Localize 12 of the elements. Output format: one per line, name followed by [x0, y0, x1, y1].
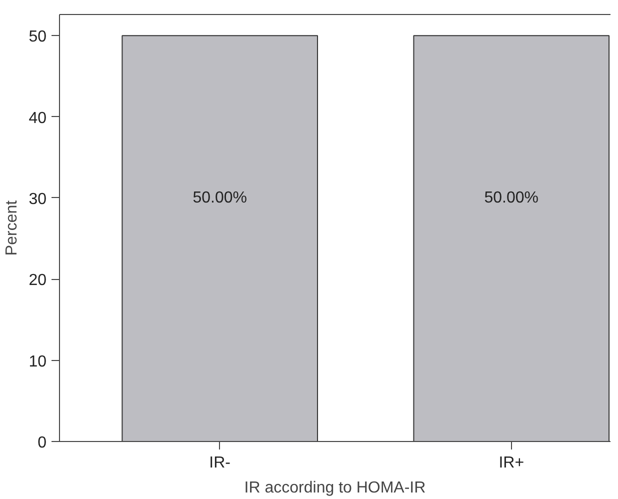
y-axis-title: Percent: [4, 200, 21, 256]
y-tick-label: 10: [28, 353, 47, 370]
data-label: 50.00%: [484, 189, 539, 206]
y-tick-label: 50: [28, 28, 47, 46]
data-label: 50.00%: [192, 189, 247, 206]
x-axis-title: IR according to HOMA-IR: [244, 480, 426, 496]
x-tick-label: IR+: [498, 454, 524, 472]
y-tick-label: 0: [38, 434, 47, 452]
y-tick-label: 30: [28, 190, 47, 208]
y-tick-label: 20: [28, 272, 47, 290]
y-tick-label: 40: [28, 110, 47, 127]
x-tick-label: IR-: [209, 454, 231, 472]
